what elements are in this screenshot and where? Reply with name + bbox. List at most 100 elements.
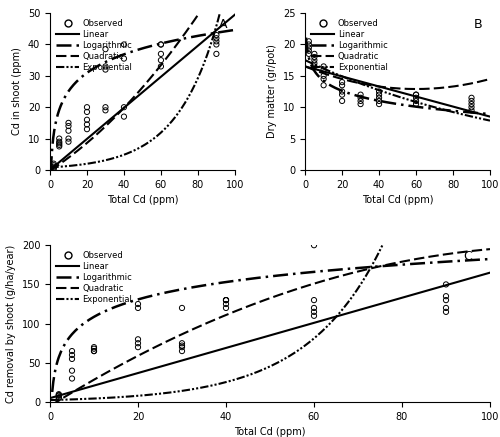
Point (178, 343, 186, 350)
Point (310, 53, 318, 60)
Point (83, 108, 91, 115)
Point (157, 41, 165, 48)
Point (178, 340, 186, 347)
Point (356, 97, 364, 104)
Point (222, 297, 230, 304)
Point (468, 101, 475, 108)
Point (310, 57, 318, 64)
Point (338, 79, 346, 86)
Point (64, 138, 72, 145)
Point (305, 44, 313, 51)
Point (222, 297, 230, 304)
Point (64, 135, 72, 142)
Point (338, 82, 346, 89)
Point (68, 347, 76, 354)
Text: C: C (464, 250, 472, 263)
Point (120, 55, 128, 62)
X-axis label: Total Cd (ppm): Total Cd (ppm) (234, 427, 306, 437)
Point (320, 66, 328, 73)
Point (468, 97, 475, 104)
Point (50, 163, 58, 170)
Point (222, 305, 230, 312)
Point (442, 293, 450, 300)
Point (222, 297, 230, 304)
Point (134, 343, 142, 350)
Point (412, 101, 420, 108)
Point (134, 336, 142, 343)
Point (134, 301, 142, 308)
Point (212, 31, 220, 38)
Point (178, 305, 186, 312)
Point (320, 82, 328, 89)
Point (134, 340, 142, 347)
Point (50, 165, 58, 172)
Point (68, 375, 76, 382)
Point (55, 395, 63, 402)
Point (468, 94, 475, 101)
Point (64, 122, 72, 129)
Point (55, 138, 63, 145)
Point (305, 47, 313, 54)
Point (157, 41, 165, 48)
Point (68, 355, 76, 362)
Point (375, 101, 383, 108)
Point (338, 88, 346, 95)
Point (338, 91, 346, 98)
Point (412, 91, 420, 98)
Point (83, 126, 91, 133)
Point (310, 312, 318, 319)
Point (212, 38, 220, 45)
Point (120, 41, 128, 48)
Point (310, 63, 318, 70)
Legend: Observed, Linear, Logarithmic, Quadratic, Exponential: Observed, Linear, Logarithmic, Quadratic… (54, 250, 134, 306)
Point (320, 73, 328, 80)
Y-axis label: Cd in shoot (ppm): Cd in shoot (ppm) (12, 48, 22, 135)
Point (55, 392, 63, 399)
Point (442, 309, 450, 316)
Point (356, 94, 364, 101)
Point (102, 107, 110, 114)
Point (50, 160, 58, 167)
Point (356, 91, 364, 98)
Point (55, 143, 63, 150)
Point (68, 351, 76, 358)
Point (212, 41, 220, 48)
Point (102, 104, 110, 111)
Point (442, 305, 450, 312)
Point (134, 305, 142, 312)
Legend: Observed, Linear, Logarithmic, Quadratic, Exponential: Observed, Linear, Logarithmic, Quadratic… (310, 17, 389, 74)
Point (305, 38, 313, 45)
Point (90, 345, 98, 352)
Point (375, 97, 383, 104)
Text: B: B (474, 18, 482, 31)
Point (212, 35, 220, 42)
Point (310, 309, 318, 316)
Point (412, 94, 420, 101)
Point (338, 97, 346, 104)
Point (178, 347, 186, 354)
Point (320, 76, 328, 83)
Point (305, 50, 313, 57)
Point (157, 63, 165, 70)
Point (90, 347, 98, 354)
Point (83, 116, 91, 123)
Point (64, 119, 72, 126)
Point (55, 391, 63, 398)
Legend: Observed, Linear, Logarithmic, Quadratic, Exponential: Observed, Linear, Logarithmic, Quadratic… (54, 17, 134, 74)
Point (356, 101, 364, 108)
Point (90, 347, 98, 354)
Point (83, 104, 91, 111)
Point (442, 297, 450, 304)
Point (310, 242, 318, 249)
Point (64, 127, 72, 134)
Point (55, 394, 63, 401)
Point (412, 91, 420, 98)
Point (83, 121, 91, 128)
Text: A: A (219, 18, 228, 31)
Point (375, 88, 383, 95)
Point (50, 165, 58, 172)
Point (157, 50, 165, 57)
X-axis label: Total Cd (ppm): Total Cd (ppm) (362, 195, 434, 205)
Point (90, 343, 98, 350)
Point (320, 63, 328, 70)
